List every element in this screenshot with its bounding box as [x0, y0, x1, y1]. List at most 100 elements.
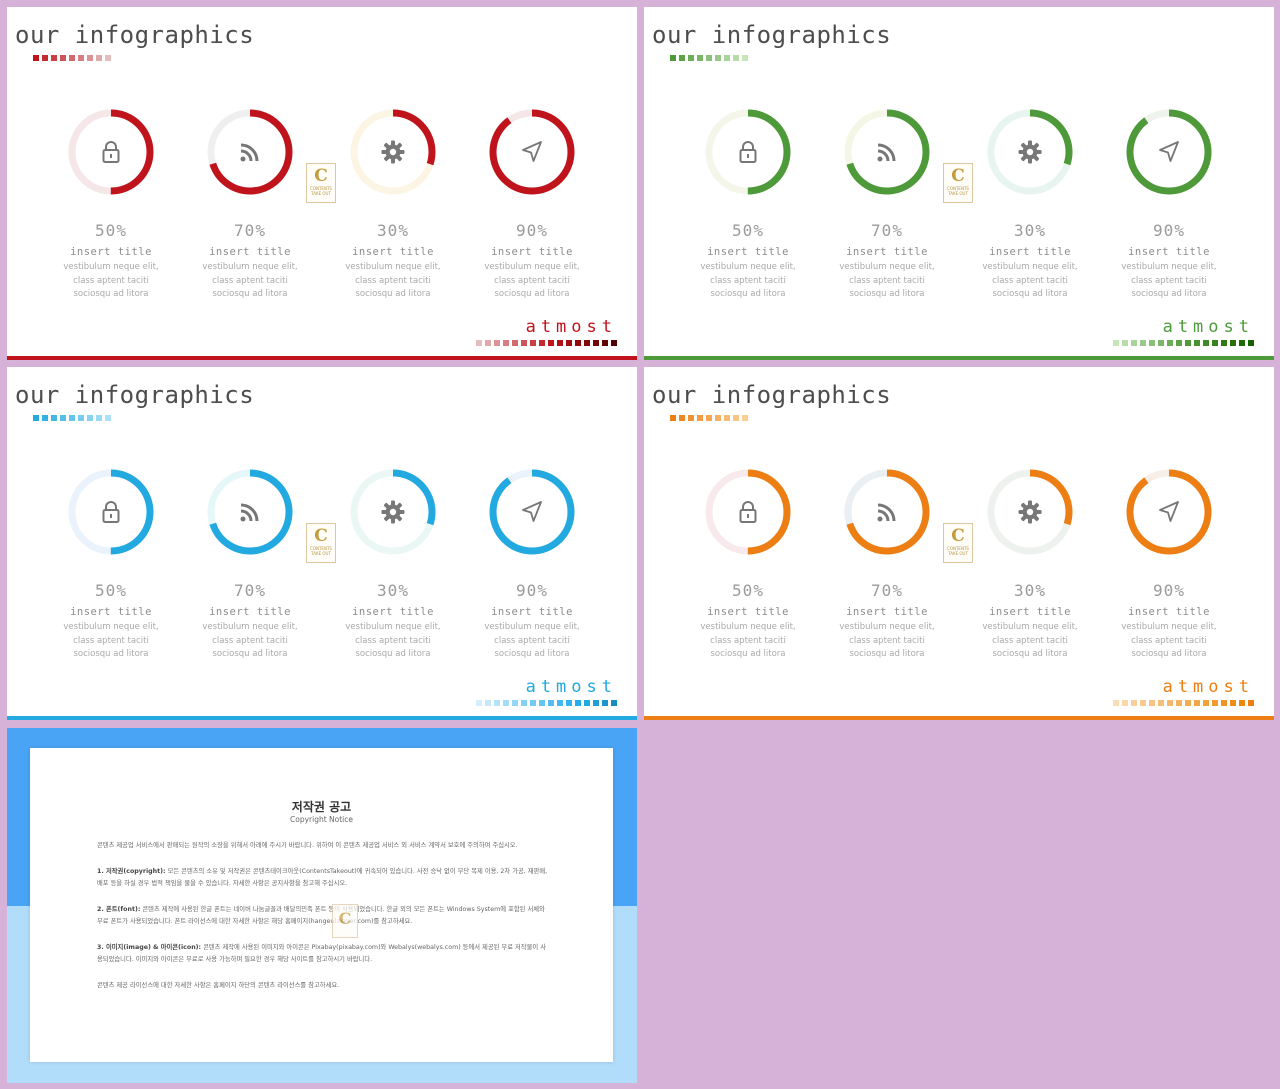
progress-ring — [487, 467, 577, 557]
dash — [1221, 700, 1227, 706]
dash — [1239, 340, 1245, 346]
contents-takeout-logo: C CONTENTS TAKE OUT — [306, 523, 336, 563]
description-line: vestibulum neque elit, — [345, 622, 441, 632]
description-line: vestibulum neque elit, — [202, 262, 298, 272]
slide-title: our infographics — [652, 21, 892, 49]
description-line: class aptent taciti — [992, 275, 1068, 286]
progress-ring — [348, 467, 438, 557]
stat-item: 30% insert title vestibulum neque elit, cla… — [970, 467, 1090, 662]
notice-title: 저작권 공고 — [291, 800, 352, 814]
contents-takeout-logo: C CONTENTS TAKE OUT — [943, 523, 973, 563]
brand-dash-bar — [1113, 340, 1254, 346]
description-line: vestibulum neque elit, — [1121, 622, 1217, 632]
ring-progress — [844, 109, 930, 195]
description-line: class aptent taciti — [710, 275, 786, 286]
description-line: sociosqu ad litora — [212, 649, 288, 659]
stat-item: 50% insert title vestibulum neque elit, cla… — [688, 467, 808, 662]
dash — [1239, 700, 1245, 706]
logo-letter: C — [314, 526, 328, 546]
description-line: class aptent taciti — [73, 275, 149, 286]
lock-icon — [735, 139, 761, 165]
dash — [584, 340, 590, 346]
dash — [557, 340, 563, 346]
ring-progress — [489, 469, 575, 555]
dash — [566, 340, 572, 346]
dash — [1176, 340, 1182, 346]
notice-body: 콘텐츠 제공업 서비스에서 판매되는 원작의 소장을 위해서 아래에 주시기 바… — [97, 840, 549, 1005]
rss-icon — [237, 499, 263, 525]
dash — [679, 415, 685, 421]
dash — [60, 415, 66, 421]
description-line: sociosqu ad litora — [73, 289, 149, 299]
dash — [1167, 700, 1173, 706]
contents-takeout-logo: C CONTENTS TAKE OUT — [943, 163, 973, 203]
ring-progress — [207, 109, 293, 195]
dash — [1140, 340, 1146, 346]
ring-progress — [705, 469, 791, 555]
logo-text: CONTENTS — [310, 546, 332, 551]
description-line: vestibulum neque elit, — [63, 262, 159, 272]
progress-ring — [703, 467, 793, 557]
stat-item: 70% insert title vestibulum neque elit, cla… — [827, 467, 947, 662]
ring-progress — [987, 469, 1073, 555]
percent-value: 50% — [95, 581, 127, 600]
title-dash-bar — [33, 55, 111, 61]
dash — [1131, 340, 1137, 346]
description-line: sociosqu ad litora — [710, 649, 786, 659]
dash — [724, 55, 730, 61]
dash — [87, 55, 93, 61]
description-line: sociosqu ad litora — [849, 289, 925, 299]
description-line: class aptent taciti — [355, 275, 431, 286]
description-line: class aptent taciti — [849, 275, 925, 286]
progress-ring — [205, 107, 295, 197]
rss-icon — [874, 139, 900, 165]
navigation-arrow-icon — [1156, 499, 1182, 525]
dash — [1230, 700, 1236, 706]
dash — [1158, 700, 1164, 706]
description-line: vestibulum neque elit, — [484, 622, 580, 632]
description-line: vestibulum neque elit, — [1121, 262, 1217, 272]
notice-paragraph: 2. 폰트(font): 콘텐츠 제작에 사용된 한글 폰트는 네이버 나눔글꼴… — [97, 905, 545, 926]
dash — [1212, 700, 1218, 706]
description-line: class aptent taciti — [355, 635, 431, 646]
description-line: vestibulum neque elit, — [839, 622, 935, 632]
logo-subtext: TAKE OUT — [311, 551, 331, 556]
description-line: sociosqu ad litora — [73, 649, 149, 659]
item-title: insert title — [491, 246, 573, 258]
dash — [1113, 700, 1119, 706]
copyright-notice-panel: 저작권 공고 Copyright Notice 콘텐츠 제공업 서비스에서 판매… — [7, 728, 637, 1083]
dash — [494, 700, 500, 706]
stat-item: 30% insert title vestibulum neque elit, cla… — [970, 107, 1090, 302]
description-line: sociosqu ad litora — [212, 289, 288, 299]
description-line: sociosqu ad litora — [710, 289, 786, 299]
dash — [566, 700, 572, 706]
lock-icon — [98, 139, 124, 165]
logo-subtext: TAKE OUT — [311, 191, 331, 196]
dash — [593, 700, 599, 706]
navigation-arrow-icon — [519, 499, 545, 525]
brand-dash-bar — [476, 340, 617, 346]
item-description: vestibulum neque elit, class aptent tacit… — [827, 621, 947, 662]
ring-progress — [350, 469, 436, 555]
item-description: vestibulum neque elit, class aptent tacit… — [333, 261, 453, 302]
dash — [611, 340, 617, 346]
item-description: vestibulum neque elit, class aptent tacit… — [1109, 261, 1229, 302]
percent-value: 70% — [234, 581, 266, 600]
description-line: class aptent taciti — [710, 635, 786, 646]
dash — [69, 55, 75, 61]
dash — [575, 700, 581, 706]
description-line: class aptent taciti — [992, 635, 1068, 646]
dash — [521, 700, 527, 706]
gear-icon — [380, 139, 406, 165]
item-title: insert title — [1128, 606, 1210, 618]
item-title: insert title — [846, 606, 928, 618]
dash — [512, 700, 518, 706]
percent-value: 30% — [1014, 221, 1046, 240]
dash — [476, 340, 482, 346]
dash — [512, 340, 518, 346]
brand-name: atmost — [525, 677, 617, 697]
progress-ring — [487, 107, 577, 197]
item-title: insert title — [846, 246, 928, 258]
dash — [742, 415, 748, 421]
dash — [485, 700, 491, 706]
